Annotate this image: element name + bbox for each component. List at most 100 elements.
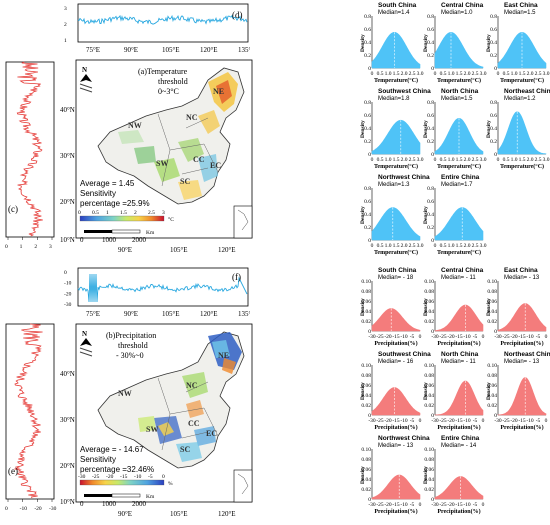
- y-tick-label: 0: [431, 152, 434, 158]
- side-profile-line: [16, 61, 43, 237]
- side-tick-label: 2: [34, 244, 37, 250]
- y-tick-label: 0.04: [424, 393, 434, 399]
- region-label-nc: NC: [186, 381, 198, 390]
- x-tick-label: -10: [400, 502, 408, 508]
- density-median: Median= - 11: [441, 275, 476, 281]
- x-tick-label: 0: [434, 71, 437, 77]
- x-tick-label: -30: [431, 334, 439, 340]
- side-profile-line: [14, 323, 43, 499]
- x-tick-label: 0.5: [440, 71, 447, 77]
- x-tick-label: 0: [497, 157, 500, 163]
- y-tick-label: 0.8: [427, 14, 434, 20]
- y-tick-label: 0: [494, 413, 497, 419]
- x-axis-label: Temperature(°C): [437, 163, 481, 170]
- density-title: Central China: [441, 2, 484, 9]
- y-tick-label: 0.02: [424, 403, 434, 409]
- region-label-nc: NC: [186, 113, 198, 122]
- x-axis-label: Temperature(°C): [374, 163, 418, 170]
- y-tick-label: 0: [494, 329, 497, 335]
- density-title: Northwest China: [378, 435, 430, 442]
- x-tick-label: 0: [371, 157, 374, 163]
- top-xtick-label: 120°E: [200, 46, 218, 54]
- y-tick-label: 0.6: [490, 113, 497, 119]
- scale-bar: [84, 229, 141, 234]
- x-tick-label: 0.5: [377, 243, 384, 249]
- region-label-ne: NE: [213, 87, 224, 96]
- colorbar-tick-label: 0.5: [92, 210, 99, 216]
- side-tick-label: 3: [49, 244, 52, 250]
- x-tick-label: 1.5: [456, 71, 463, 77]
- scale-bar: [84, 493, 141, 498]
- x-axis-label: Temperature(°C): [500, 77, 544, 84]
- x-tick-label: 3.0: [543, 157, 550, 163]
- colorbar-tick-label: -30: [78, 474, 86, 480]
- x-tick-label: 2.5: [409, 157, 416, 163]
- y-tick-label: 0.04: [361, 393, 371, 399]
- density-grid-precipitation: South China Median= - 18 0.10 0.08 0.06 0.04 0…: [360, 265, 550, 520]
- scale-label-1000: 1000: [102, 500, 117, 508]
- top-xtick-label: 75°E: [86, 310, 100, 318]
- y-tick-label: 0: [431, 238, 434, 244]
- panel-letter-d: (d): [232, 10, 243, 20]
- top-xtick-label: 105°E: [162, 310, 180, 318]
- density-curve: [371, 207, 421, 241]
- y-tick-label: 0.2: [364, 225, 371, 231]
- side-profile-frame: [5, 61, 55, 238]
- y-tick-label: 0: [431, 329, 434, 335]
- x-tick-label: -25: [376, 334, 384, 340]
- y-tick-label: 0.2: [427, 53, 434, 59]
- x-tick-label: 0: [482, 418, 485, 424]
- top-xtick-label: 105°E: [162, 46, 180, 54]
- y-tick-label: 0.6: [490, 27, 497, 33]
- colorbar: [79, 479, 165, 486]
- side-profile-temperature: (c) 0 1 2 3: [5, 61, 55, 250]
- density-title: East China: [504, 2, 538, 9]
- colorbar-tick-label: -20: [106, 474, 114, 480]
- x-tick-label: 2.5: [472, 243, 479, 249]
- region-label-nw: NW: [118, 389, 132, 398]
- y-axis-label: Density: [360, 120, 366, 138]
- y-axis-label: Density: [360, 298, 366, 316]
- x-tick-label: -30: [431, 418, 439, 424]
- y-tick-label: 0.2: [364, 139, 371, 145]
- side-tick-label: -10: [20, 506, 28, 512]
- density-median: Median= - 13: [504, 359, 540, 365]
- density-curve: [434, 207, 484, 241]
- y-axis-label: Density: [360, 206, 366, 224]
- y-tick-label: 0.10: [424, 363, 434, 369]
- y-tick-label: 0.8: [364, 14, 371, 20]
- x-tick-label: 0: [371, 71, 374, 77]
- x-tick-label: 1.0: [385, 157, 392, 163]
- svg-text:N: N: [82, 330, 87, 338]
- x-axis-label: Precipitation(%): [374, 508, 417, 515]
- density-curve: [434, 380, 484, 416]
- y-tick-label: 0: [368, 497, 371, 503]
- y-tick-label: 0.08: [424, 373, 434, 379]
- x-tick-label: -30: [494, 334, 502, 340]
- y-tick-label: 0.2: [427, 225, 434, 231]
- map-sensitivity: Sensitivity: [80, 455, 116, 464]
- x-axis-label: Temperature(°C): [437, 249, 481, 256]
- x-tick-label: 0.5: [377, 157, 384, 163]
- y-tick-label: 0.04: [487, 309, 497, 315]
- y-tick-label: 0: [494, 66, 497, 72]
- y-axis-label: Density: [486, 34, 492, 52]
- top-xtick-label: 120°E: [200, 310, 218, 318]
- top-xtick-label: 75°E: [86, 46, 100, 54]
- density-median: Median=1.2: [504, 96, 536, 102]
- density-title: Northeast China: [504, 351, 550, 358]
- colorbar-tick-label: 0: [78, 210, 81, 216]
- y-tick-label: 0.02: [424, 487, 434, 493]
- y-tick-label: 0.2: [490, 53, 497, 59]
- y-tick-label: 0.6: [427, 113, 434, 119]
- y-tick-label: 0.02: [424, 319, 434, 325]
- x-tick-label: 0: [545, 418, 548, 424]
- x-tick-label: 0: [482, 334, 485, 340]
- y-tick-label: 0.08: [424, 289, 434, 295]
- x-tick-label: 2.5: [472, 71, 479, 77]
- x-tick-label: -30: [368, 418, 376, 424]
